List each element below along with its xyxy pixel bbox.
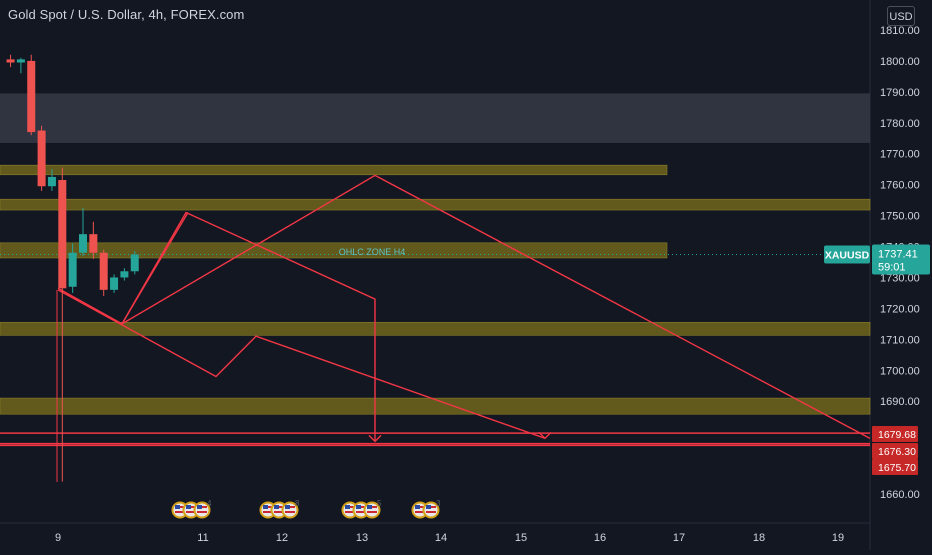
y-tick-label: 1710.00 [880, 334, 920, 346]
flag-canton [175, 505, 180, 509]
currency-button[interactable]: USD [887, 6, 915, 26]
flag-stripe [274, 511, 284, 513]
x-tick-label: 17 [673, 532, 685, 544]
flag-canton [367, 505, 372, 509]
gold-zone [0, 397, 871, 415]
candle[interactable] [79, 234, 87, 253]
flag-canton [426, 505, 431, 509]
x-tick-label: 9 [55, 532, 61, 544]
candle[interactable] [47, 176, 56, 187]
price-tag-label: 1676.30 [878, 446, 916, 458]
candle[interactable] [130, 254, 139, 272]
price-tag [872, 443, 918, 459]
countdown-value: 59:01 [878, 262, 906, 274]
zone-label: OHLC ZONE H4 [339, 247, 406, 257]
x-tick-label: 16 [594, 532, 606, 544]
y-tick-label: 1790.00 [880, 87, 920, 99]
y-tick-label: 1780.00 [880, 118, 920, 130]
arrowhead [538, 431, 552, 440]
gold-zone [0, 198, 871, 211]
trend-drawing [121, 212, 189, 325]
flag-stripe [367, 511, 377, 513]
y-tick-label: 1700.00 [880, 365, 920, 377]
y-tick-label: 1730.00 [880, 272, 920, 284]
candle[interactable] [89, 234, 98, 253]
price-tag [872, 459, 918, 475]
candle[interactable] [68, 252, 77, 287]
flag-stripe [415, 511, 425, 513]
gold-zone [0, 322, 871, 336]
price-tag [872, 426, 918, 442]
x-tick-label: 19 [832, 532, 844, 544]
candle[interactable] [58, 180, 67, 289]
y-tick-label: 1750.00 [880, 211, 920, 223]
candle[interactable] [16, 59, 25, 63]
chart-title: Gold Spot / U.S. Dollar, 4h, FOREX.com [8, 7, 245, 22]
y-tick-label: 1800.00 [880, 56, 920, 68]
event-badge: 5 [377, 499, 382, 508]
flag-canton [263, 505, 268, 509]
flag-stripe [426, 511, 436, 513]
x-tick-label: 18 [753, 532, 765, 544]
x-tick-label: 11 [197, 532, 208, 544]
current-price-tag [872, 244, 930, 275]
flag-stripe [285, 511, 295, 513]
flag-canton [345, 505, 350, 509]
y-tick-label: 1770.00 [880, 149, 920, 161]
event-badge: 8 [295, 499, 300, 508]
flag-stripe [197, 511, 207, 513]
gray-zone [0, 93, 870, 143]
y-tick-label: 1690.00 [880, 396, 920, 408]
trend-drawing [121, 174, 871, 439]
x-tick-label: 15 [515, 532, 527, 544]
candle[interactable] [110, 277, 119, 290]
trend-drawing [57, 289, 546, 439]
flag-canton [186, 505, 191, 509]
price-tag-label: 1679.68 [878, 429, 916, 441]
flag-canton [356, 505, 361, 509]
flag-canton [285, 505, 290, 509]
symbol-tag-label: XAUUSD [825, 250, 870, 262]
event-badge: 4 [207, 499, 212, 508]
arrowhead [368, 434, 382, 443]
candle[interactable] [27, 60, 36, 133]
y-tick-label: 1720.00 [880, 303, 920, 315]
y-tick-label: 1760.00 [880, 180, 920, 192]
current-price-value: 1737.41 [878, 249, 918, 261]
y-tick-label: 1660.00 [880, 489, 920, 501]
price-tag-label: 1675.70 [878, 462, 916, 474]
candle[interactable] [99, 252, 108, 290]
candle[interactable] [6, 59, 15, 63]
flag-canton [415, 505, 420, 509]
trend-drawing [57, 211, 376, 442]
flag-stripe [186, 511, 196, 513]
flag-stripe [263, 511, 273, 513]
y-tick-label: 1810.00 [880, 25, 920, 37]
gold-zone [0, 164, 668, 176]
flag-canton [274, 505, 279, 509]
flag-canton [197, 505, 202, 509]
candle[interactable] [120, 271, 129, 278]
flag-stripe [356, 511, 366, 513]
flag-stripe [175, 511, 185, 513]
x-tick-label: 12 [276, 532, 288, 544]
candle[interactable] [37, 130, 46, 187]
event-badge: 3 [436, 499, 441, 508]
symbol-tag [824, 245, 870, 264]
x-tick-label: 14 [435, 532, 447, 544]
flag-stripe [345, 511, 355, 513]
x-tick-label: 13 [356, 532, 368, 544]
